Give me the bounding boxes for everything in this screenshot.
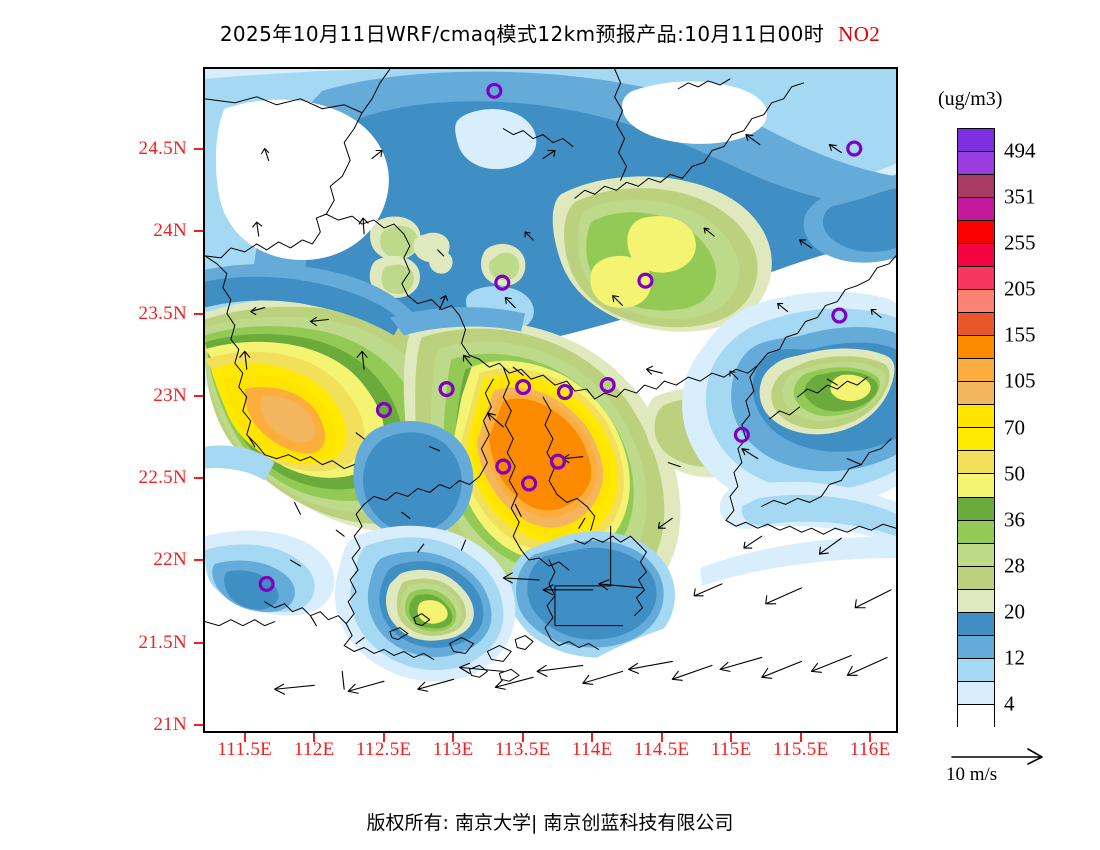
colorbar-band	[958, 543, 994, 567]
wind-scale-label: 10 m/s	[946, 764, 998, 785]
page-title: 2025年10月11日WRF/cmaq模式12km预报产品:10月11日00时 N…	[0, 18, 1100, 47]
x-axis-tick-label: 113E	[432, 739, 474, 760]
y-axis-tick-mark	[194, 641, 203, 644]
colorbar-band	[958, 129, 994, 153]
wind-scale-arrow	[950, 745, 1080, 767]
x-axis-tick-mark	[313, 733, 316, 742]
colorbar-band	[958, 290, 994, 314]
colorbar-tick-label: 36	[1004, 507, 1025, 532]
colorbar-band	[958, 681, 994, 705]
copyright-footer: 版权所有: 南京大学| 南京创蓝科技有限公司	[366, 812, 734, 834]
x-axis-tick-mark	[521, 733, 524, 742]
colorbar-tick-label: 155	[1004, 322, 1036, 347]
x-axis-tick-label: 115.5E	[772, 739, 829, 760]
colorbar-band	[958, 336, 994, 360]
colorbar-tick-label: 12	[1004, 645, 1025, 670]
colorbar-band	[958, 175, 994, 199]
y-axis-tick-label: 22N	[153, 549, 187, 571]
colorbar-band	[958, 635, 994, 659]
colorbar-tick-label: 50	[1004, 461, 1025, 486]
concentration-field	[205, 69, 896, 731]
colorbar-tick-label: 28	[1004, 553, 1025, 578]
colorbar-tick-label: 4	[1004, 691, 1015, 716]
y-axis-tick-label: 23N	[153, 384, 187, 406]
colorbar-band	[958, 198, 994, 222]
x-axis-tick-label: 111.5E	[217, 739, 273, 760]
x-axis-tick-mark	[452, 733, 455, 742]
colorbar-band	[958, 405, 994, 429]
y-axis-tick-mark	[194, 723, 203, 726]
colorbar-band	[958, 658, 994, 682]
x-axis-tick-label: 114E	[571, 739, 613, 760]
colorbar-band	[958, 566, 994, 590]
colorbar-band	[958, 589, 994, 613]
colorbar-band	[958, 704, 994, 728]
y-axis-tick-mark	[194, 394, 203, 397]
colorbar-band	[958, 267, 994, 291]
title-species-label: NO2	[838, 22, 881, 46]
x-axis-tick-mark	[591, 733, 594, 742]
colorbar-band	[958, 152, 994, 176]
y-axis-tick-mark	[194, 230, 203, 233]
x-axis-tick-label: 115E	[710, 739, 752, 760]
colorbar[interactable]	[957, 128, 995, 728]
y-axis-tick-label: 21N	[153, 713, 187, 735]
colorbar-band	[958, 359, 994, 383]
colorbar-band	[958, 313, 994, 337]
colorbar-band	[958, 497, 994, 521]
colorbar-tick-label: 205	[1004, 276, 1036, 301]
y-axis-tick-label: 23.5N	[138, 302, 187, 324]
colorbar-band	[958, 244, 994, 268]
colorbar-band	[958, 451, 994, 475]
y-axis-tick-mark	[194, 477, 203, 480]
x-axis-tick-mark	[730, 733, 733, 742]
colorbar-unit-label: (ug/m3)	[938, 88, 1003, 110]
x-axis-tick-mark	[382, 733, 385, 742]
y-axis-tick-label: 21.5N	[138, 631, 187, 653]
y-axis-tick-label: 24N	[153, 220, 187, 242]
y-axis-tick-mark	[194, 559, 203, 562]
colorbar-band	[958, 474, 994, 498]
x-axis-tick-label: 114.5E	[633, 739, 690, 760]
colorbar-tick-label: 494	[1004, 138, 1036, 163]
x-axis-tick-mark	[799, 733, 802, 742]
x-axis-tick-mark	[660, 733, 663, 742]
y-axis-tick-label: 24.5N	[138, 138, 187, 160]
y-axis-tick-label: 22.5N	[138, 467, 187, 489]
colorbar-tick-label: 70	[1004, 415, 1025, 439]
colorbar-band	[958, 520, 994, 544]
x-axis-tick-label: 113.5E	[494, 739, 551, 760]
x-axis-tick-label: 112E	[293, 739, 335, 760]
map-plot-area[interactable]	[203, 67, 898, 733]
colorbar-band	[958, 612, 994, 636]
colorbar-band	[958, 382, 994, 406]
y-axis-tick-mark	[194, 312, 203, 315]
x-axis-tick-label: 112.5E	[355, 739, 412, 760]
colorbar-band	[958, 221, 994, 245]
x-axis-tick-mark	[869, 733, 872, 742]
colorbar-tick-label: 351	[1004, 184, 1036, 209]
colorbar-band	[958, 428, 994, 452]
title-main-text: 2025年10月11日WRF/cmaq模式12km预报产品:10月11日00时	[219, 22, 825, 46]
x-axis-tick-label: 116E	[849, 739, 891, 760]
x-axis-tick-mark	[243, 733, 246, 742]
colorbar-tick-label: 255	[1004, 230, 1036, 255]
colorbar-tick-label: 20	[1004, 599, 1025, 624]
colorbar-tick-label: 105	[1004, 368, 1036, 393]
y-axis-tick-mark	[194, 148, 203, 151]
